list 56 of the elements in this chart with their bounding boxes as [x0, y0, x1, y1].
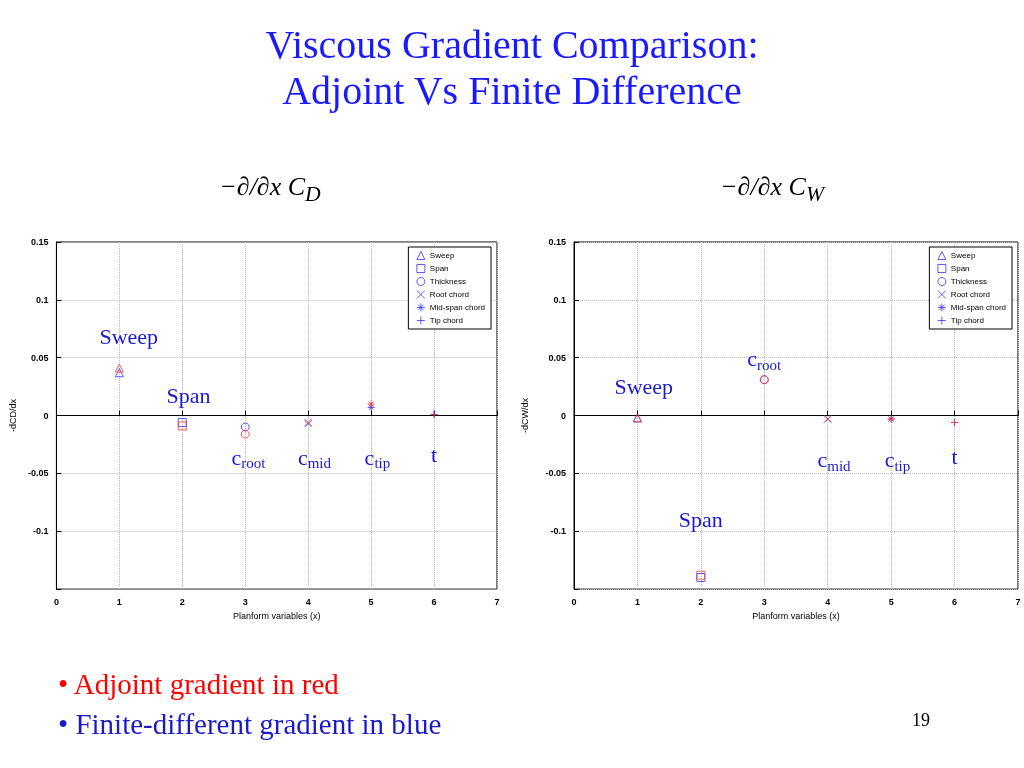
x-tick-label: 2	[179, 596, 185, 607]
legend-label: Span	[950, 264, 970, 273]
annotation: t	[431, 442, 438, 468]
legend-label: Thickness	[429, 277, 466, 286]
x-tick-label: 7	[1015, 596, 1021, 607]
y-tick-label: 0.1	[35, 294, 49, 305]
x-tick-label: 4	[825, 596, 831, 607]
y-tick-label: -0.1	[32, 526, 49, 537]
legend-label: Tip chord	[429, 316, 463, 325]
annotation: t	[951, 443, 958, 469]
legend-label: Sweep	[429, 251, 455, 260]
x-tick-label: 0	[571, 596, 577, 607]
legend-label: Tip chord	[950, 316, 984, 325]
annotation: Sweep	[614, 374, 674, 400]
x-axis-title: Planform variables (x)	[232, 610, 321, 621]
y-tick-label: 0.05	[30, 352, 49, 363]
chart-title: Viscous Gradient Comparison: Adjoint Vs Finite Difference	[264, 22, 760, 114]
y-tick-label: -0.1	[550, 526, 566, 537]
x-tick-label: 6	[431, 596, 437, 607]
y-tick-label: 0	[43, 410, 49, 421]
x-tick-label: 1	[116, 596, 122, 607]
x-tick-label: 5	[888, 596, 894, 607]
legend-label: Mid-span chord	[950, 303, 1006, 312]
x-tick-label: 2	[698, 596, 704, 607]
y-tick-label: 0.15	[30, 237, 49, 247]
chart-subtitle: −∂/∂x C$_{D}$	[218, 172, 322, 208]
legend-label: Sweep	[950, 251, 976, 260]
y-tick-label: 0	[560, 410, 566, 421]
y-tick-label: 0.05	[548, 352, 566, 363]
x-axis-title: Planform variables (x)	[752, 610, 840, 621]
x-tick-label: 4	[305, 596, 311, 607]
y-tick-label: 0.15	[548, 237, 566, 247]
legend-label: Thickness	[950, 277, 987, 286]
x-tick-label: 3	[761, 596, 767, 607]
y-tick-label: -0.05	[27, 468, 49, 479]
x-tick-label: 5	[368, 596, 374, 607]
y-tick-label: -0.05	[545, 468, 566, 479]
text: • Adjoint gradient in red	[58, 668, 339, 701]
text: 19	[912, 710, 930, 731]
x-tick-label: 1	[634, 596, 640, 607]
x-tick-label: 3	[242, 596, 248, 607]
y-axis-title: -dCW/dx	[519, 397, 530, 434]
x-tick-label: 7	[494, 596, 500, 607]
text: • Finite-different gradient in blue	[58, 708, 442, 741]
legend-label: Root chord	[429, 290, 469, 299]
y-tick-label: 0.1	[553, 294, 566, 305]
y-axis-title: -dCD/dx	[7, 398, 18, 433]
x-tick-label: 6	[952, 596, 958, 607]
annotation: Span	[166, 383, 211, 409]
annotation: Sweep	[99, 324, 159, 350]
legend-label: Span	[429, 264, 449, 273]
legend-label: Root chord	[950, 290, 990, 299]
x-tick-label: 0	[53, 596, 59, 607]
legend-label: Mid-span chord	[429, 303, 485, 312]
annotation: Span	[678, 507, 723, 533]
chart-subtitle: −∂/∂x C$_{W}$	[719, 172, 827, 208]
